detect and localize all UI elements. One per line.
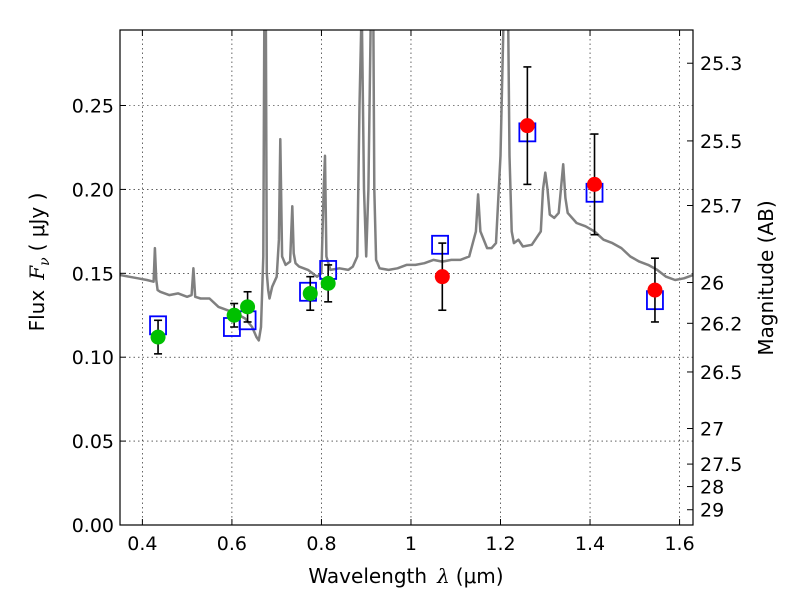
y2-tick-label: 28 [700,477,724,499]
x-tick-label: 1.2 [485,533,515,555]
observed-point [150,329,166,345]
y2-tick-label: 27 [700,419,724,441]
y2-tick-label: 25.5 [700,131,742,153]
plot-area [120,30,693,355]
observed-point [519,118,535,134]
y2-tick-label: 25.7 [700,196,742,218]
y-tick-label: 0.25 [72,96,114,118]
y2-tick-label: 29 [700,500,724,522]
y-axis-title: FluxFν( μJy ) [25,193,53,332]
y2-tick-label: 26.5 [700,362,742,384]
y-tick-label: 0.10 [72,347,114,369]
observed-point [434,269,450,285]
observed-point [302,285,318,301]
x-tick-label: 0.8 [306,533,336,555]
y2-tick-label: 26 [700,273,724,295]
y-tick-label: 0.00 [72,515,114,537]
x-tick-label: 0.6 [217,533,247,555]
tick-labels: 0.4 0.6 0.8 1 1.2 1.4 1.6 0.00 0.05 0.10 0.15 0.20 0… [72,53,743,555]
y-tick-label: 0.05 [72,431,114,453]
model-photometry-square [431,234,449,255]
y2-tick-label: 27.5 [700,454,742,476]
x-tick-label: 1.6 [664,533,694,555]
x-axis-title: Wavelength λ (μm) [308,564,503,588]
x-tick-label: 0.4 [127,533,157,555]
y-tick-label: 0.15 [72,263,114,285]
y2-tick-label: 26.2 [700,313,742,335]
x-tick-label: 1 [405,533,417,555]
axes [119,29,694,526]
observed-point [320,275,336,291]
y-tick-label: 0.20 [72,179,114,201]
observed-point [226,307,242,323]
y2-axis-title: Magnitude (AB) [754,200,778,355]
grid-lines [120,30,693,526]
x-tick-label: 1.4 [575,533,605,555]
axes-frame [119,29,694,526]
observed-point [647,282,663,298]
observed-point [587,176,603,192]
y2-tick-label: 25.3 [700,53,742,75]
observed-point [240,299,256,315]
